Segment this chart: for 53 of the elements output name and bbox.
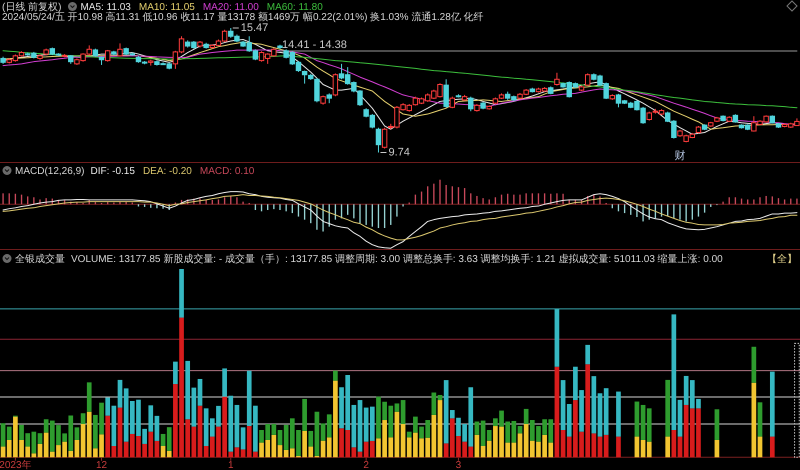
candlestick	[302, 70, 308, 84]
text: DEA: -0.20	[142, 166, 192, 177]
bar	[752, 346, 756, 383]
bar	[758, 402, 762, 437]
bar	[173, 362, 178, 384]
candlestick	[376, 127, 382, 153]
chart-subtitle: VOLUME: 13177.85 新股成交量: - 成交量（手）: 13177.85 调整周期: 3.00 调整总换手: 3.63 调整均换手: 1.21 虚拟成交量: 51011.03 缩量上涨: 0.00	[71, 253, 724, 265]
bar	[80, 413, 86, 424]
bar	[794, 342, 800, 458]
x-tick-label: 1	[228, 460, 234, 470]
x-tick-label: 3	[456, 460, 462, 470]
bar	[179, 269, 184, 318]
bar	[585, 344, 590, 364]
candlestick	[332, 72, 338, 97]
bar	[616, 392, 621, 437]
candlestick	[443, 78, 449, 108]
bar	[770, 372, 775, 437]
bar	[333, 370, 338, 381]
bar	[770, 436, 775, 458]
annotation: 财	[674, 149, 686, 162]
text: MA20: 11.00	[202, 2, 260, 13]
bar	[714, 409, 720, 440]
annotation: 15.47	[240, 22, 268, 34]
candlestick	[382, 127, 388, 150]
text: MA60: 11.80	[266, 2, 324, 13]
bar	[86, 382, 92, 412]
annotation: 9.74	[388, 146, 410, 158]
candlestick	[554, 72, 560, 86]
candlestick	[314, 77, 320, 103]
x-tick-label: 2023年	[0, 459, 32, 470]
chart-title: 全银成交量	[15, 253, 65, 265]
text: MA5: 11.03	[80, 2, 132, 13]
text: MA10: 11.05	[138, 2, 196, 13]
candlestick	[326, 92, 332, 104]
candlestick	[117, 42, 123, 58]
text: MACD: 0.10	[200, 166, 255, 177]
candlestick	[320, 95, 326, 106]
bar	[665, 436, 670, 458]
bar	[714, 440, 720, 458]
chart-subtitle: 2024/05/24/五 开10.98 高11.31 低10.96 收11.17 量13178 额1469万 幅0.22(2.01%) 换1.03% 流通1.28亿 化纤	[2, 11, 484, 23]
candlestick	[468, 96, 474, 112]
bar	[665, 380, 670, 437]
text: DIF: -0.15	[90, 166, 136, 177]
chart-title: (日线 前复权)	[2, 1, 62, 13]
x-tick-label: 12	[96, 460, 108, 470]
chart-title: MACD(12,26,9)	[15, 166, 84, 177]
candlestick	[584, 72, 590, 87]
annotation: 14.41 - 14.38	[282, 39, 347, 52]
candlestick	[104, 49, 110, 62]
x-tick-label: 2	[363, 460, 370, 470]
bar	[616, 436, 621, 458]
text: 【全】	[767, 253, 797, 265]
bar	[554, 309, 560, 367]
